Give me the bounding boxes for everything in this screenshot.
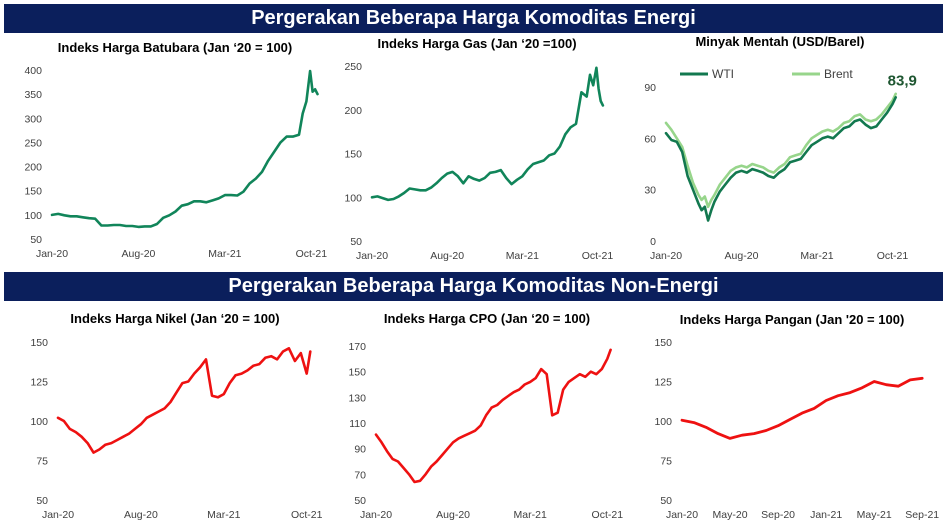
- y-tick-label: 0: [650, 236, 656, 248]
- chart-title: Indeks Harga Batubara (Jan ‘20 = 100): [58, 40, 292, 55]
- x-tick-label: Aug-20: [436, 509, 470, 521]
- y-tick-label: 60: [644, 133, 656, 145]
- y-tick-label: 110: [349, 418, 366, 430]
- x-tick-label: Jan-20: [650, 250, 682, 262]
- y-tick-label: 100: [654, 416, 672, 428]
- x-tick-label: Mar-21: [506, 250, 539, 262]
- y-tick-label: 200: [344, 105, 362, 117]
- oil-chart-panel: Minyak Mentah (USD/Barel) 0 30 60 90 Jan-20 Au…: [620, 34, 945, 268]
- x-tick-label: Oct-21: [582, 250, 614, 262]
- y-tick-label: 100: [24, 210, 42, 222]
- nickel-price-chart: Indeks Harga Nikel (Jan ‘20 = 100) 50 75 10…: [30, 311, 323, 521]
- y-tick-label: 150: [348, 367, 366, 379]
- gas-chart-panel: Indeks Harga Gas (Jan ‘20 =100) 50 100 150 2…: [315, 34, 635, 268]
- y-tick-label: 350: [24, 89, 42, 101]
- cpo-chart-panel: Indeks Harga CPO (Jan ‘20 = 100) 50 70 90 11…: [315, 302, 635, 530]
- y-tick-label: 100: [30, 416, 48, 428]
- y-tick-label: 90: [354, 444, 366, 456]
- y-tick-label: 90: [644, 82, 656, 94]
- series-line: [374, 348, 612, 484]
- y-tick-label: 30: [644, 185, 656, 197]
- y-tick-label: 75: [660, 456, 672, 468]
- x-tick-label: Aug-20: [122, 248, 156, 260]
- crude-oil-price-chart: Minyak Mentah (USD/Barel) 0 30 60 90 Jan-20 Au…: [644, 34, 917, 262]
- y-tick-label: 125: [30, 377, 48, 389]
- legend-label-wti: WTI: [712, 67, 734, 81]
- x-tick-label: Mar-21: [800, 250, 833, 262]
- coal-price-chart: Indeks Harga Batubara (Jan ‘20 = 100) 50 1…: [24, 40, 328, 260]
- y-tick-label: 130: [348, 392, 366, 404]
- y-tick-label: 70: [354, 469, 366, 481]
- y-tick-label: 150: [24, 186, 42, 198]
- coal-chart-panel: Indeks Harga Batubara (Jan ‘20 = 100) 50 1…: [0, 34, 330, 268]
- x-tick-label: Jan-20: [42, 509, 74, 521]
- gas-price-chart: Indeks Harga Gas (Jan ‘20 =100) 50 100 150 2…: [344, 36, 614, 262]
- y-tick-label: 50: [36, 495, 48, 507]
- x-tick-label: Jan-21: [810, 509, 842, 521]
- x-tick-label: Sep-21: [905, 509, 939, 521]
- y-tick-label: 50: [354, 495, 366, 507]
- latest-value-annotation: 83,9: [888, 72, 917, 89]
- x-tick-label: Jan-20: [36, 248, 68, 260]
- x-tick-label: Jan-20: [356, 250, 388, 262]
- chart-title: Indeks Harga Nikel (Jan ‘20 = 100): [70, 311, 279, 326]
- y-tick-label: 400: [24, 65, 42, 77]
- y-tick-label: 75: [36, 456, 48, 468]
- nickel-chart-panel: Indeks Harga Nikel (Jan ‘20 = 100) 50 75 10…: [0, 302, 330, 530]
- x-tick-label: Jan-20: [360, 509, 392, 521]
- y-tick-label: 170: [348, 341, 366, 353]
- x-tick-label: Aug-20: [725, 250, 759, 262]
- series-line-wti: [664, 95, 898, 222]
- x-tick-label: Oct-21: [592, 509, 624, 521]
- y-tick-label: 50: [660, 495, 672, 507]
- y-tick-label: 150: [654, 337, 672, 349]
- series-line: [370, 66, 605, 202]
- y-tick-label: 250: [24, 137, 42, 149]
- series-line-brent: [664, 92, 898, 209]
- x-tick-label: Oct-21: [296, 248, 328, 260]
- x-tick-label: May-21: [857, 509, 892, 521]
- x-tick-label: May-20: [713, 509, 748, 521]
- energy-section-banner: Pergerakan Beberapa Harga Komoditas Ener…: [4, 4, 943, 33]
- food-price-chart: Indeks Harga Pangan (Jan '20 = 100) 50 75 1…: [654, 312, 939, 521]
- x-tick-label: Mar-21: [207, 509, 240, 521]
- cpo-price-chart: Indeks Harga CPO (Jan ‘20 = 100) 50 70 90 11…: [348, 311, 624, 521]
- series-line: [680, 376, 924, 440]
- chart-title: Indeks Harga Pangan (Jan '20 = 100): [680, 312, 905, 327]
- food-chart-panel: Indeks Harga Pangan (Jan '20 = 100) 50 75 1…: [620, 302, 945, 530]
- x-tick-label: Aug-20: [124, 509, 158, 521]
- series-line: [50, 69, 319, 229]
- y-tick-label: 100: [344, 192, 362, 204]
- y-tick-label: 50: [30, 234, 42, 246]
- x-tick-label: Aug-20: [430, 250, 464, 262]
- x-tick-label: Mar-21: [514, 509, 547, 521]
- non-energy-section-banner: Pergerakan Beberapa Harga Komoditas Non-…: [4, 272, 943, 301]
- y-tick-label: 150: [344, 149, 362, 161]
- chart-title: Indeks Harga Gas (Jan ‘20 =100): [377, 36, 576, 51]
- x-tick-label: Jan-20: [666, 509, 698, 521]
- x-tick-label: Oct-21: [291, 509, 323, 521]
- chart-title: Minyak Mentah (USD/Barel): [695, 34, 864, 49]
- y-tick-label: 300: [24, 113, 42, 125]
- chart-title: Indeks Harga CPO (Jan ‘20 = 100): [384, 311, 590, 326]
- y-tick-label: 250: [344, 61, 362, 73]
- x-tick-label: Oct-21: [877, 250, 909, 262]
- x-tick-label: Mar-21: [208, 248, 241, 260]
- x-tick-label: Sep-20: [761, 509, 795, 521]
- legend-label-brent: Brent: [824, 67, 853, 81]
- y-tick-label: 150: [30, 337, 48, 349]
- y-tick-label: 125: [654, 377, 672, 389]
- series-line: [56, 346, 312, 454]
- y-tick-label: 50: [350, 236, 362, 248]
- y-tick-label: 200: [24, 162, 42, 174]
